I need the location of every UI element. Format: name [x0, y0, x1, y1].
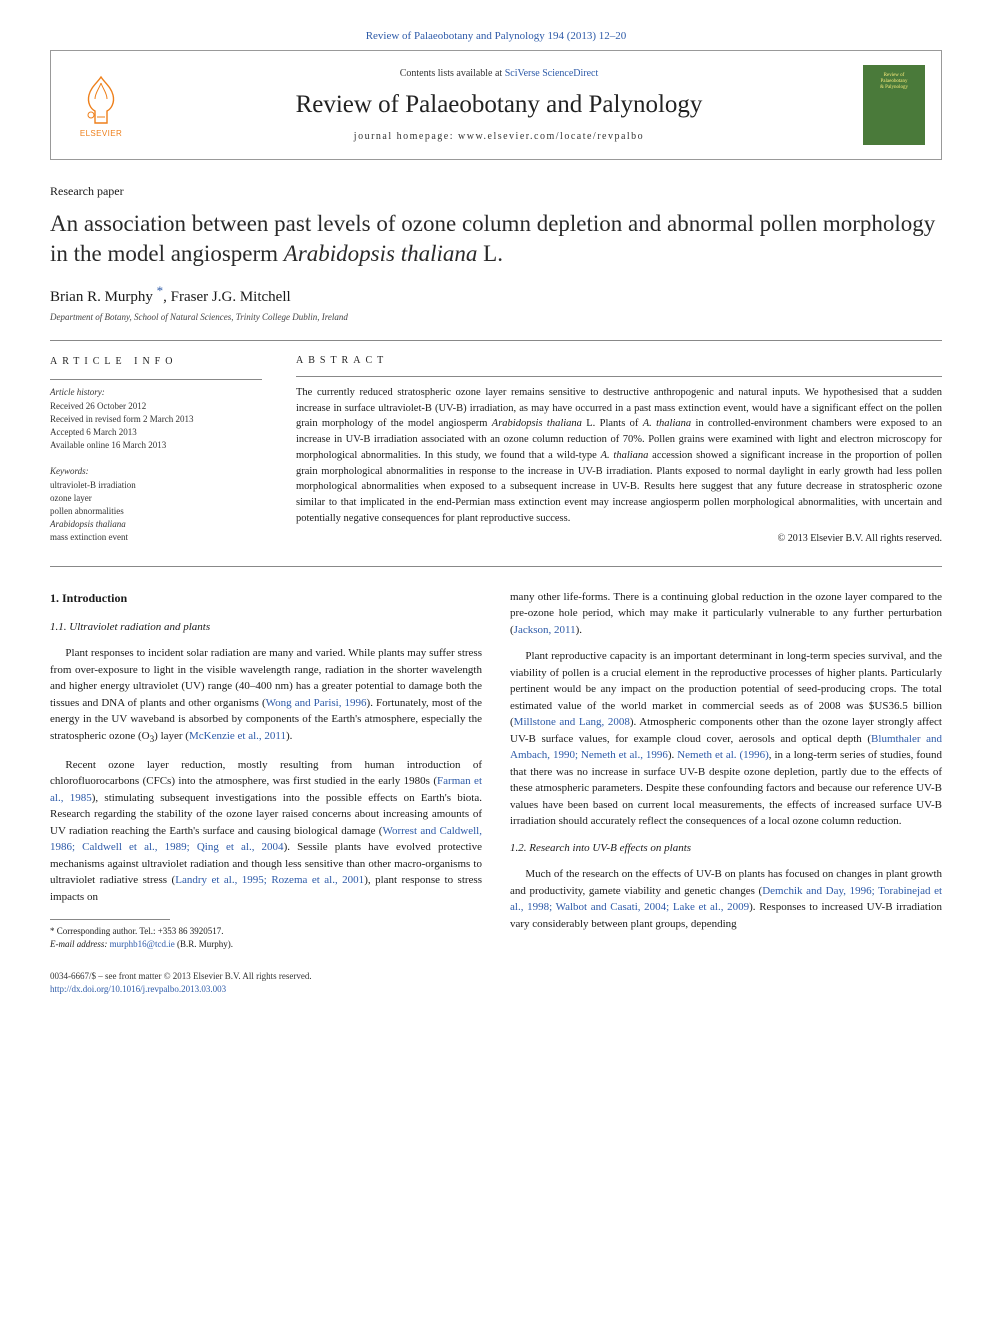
- email-line: E-mail address: murphb16@tcd.ie (B.R. Mu…: [50, 938, 482, 951]
- cover-label-l2: Palaeobotany: [881, 79, 908, 84]
- contents-prefix: Contents lists available at: [400, 68, 505, 79]
- rule-mid: [50, 566, 942, 567]
- meta-row: ARTICLE INFO Article history: Received 2…: [50, 355, 942, 544]
- journal-banner: ELSEVIER Contents lists available at Sci…: [50, 50, 942, 160]
- cover-label-l3: & Palynology: [880, 85, 908, 90]
- email-label: E-mail address:: [50, 939, 107, 949]
- abstract-rule: [296, 376, 942, 377]
- rule-top: [50, 340, 942, 341]
- abstract-label: ABSTRACT: [296, 355, 942, 366]
- body-paragraph: Recent ozone layer reduction, mostly res…: [50, 757, 482, 906]
- keyword: ozone layer: [50, 492, 262, 505]
- body-paragraph: Plant responses to incident solar radiat…: [50, 645, 482, 746]
- page-footer: 0034-6667/$ – see front matter © 2013 El…: [50, 970, 942, 995]
- journal-homepage: journal homepage: www.elsevier.com/locat…: [147, 131, 851, 142]
- footnote-rule: [50, 919, 170, 920]
- section-1-2-heading: 1.2. Research into UV-B effects on plant…: [510, 840, 942, 857]
- article-info-label: ARTICLE INFO: [50, 355, 262, 370]
- section-1-1-heading: 1.1. Ultraviolet radiation and plants: [50, 619, 482, 636]
- elsevier-tree-icon: [77, 73, 125, 127]
- keyword: pollen abnormalities: [50, 505, 262, 518]
- authors: Brian R. Murphy *, Fraser J.G. Mitchell: [50, 283, 942, 306]
- body-columns: 1. Introduction 1.1. Ultraviolet radiati…: [50, 589, 942, 951]
- email-link[interactable]: murphb16@tcd.ie: [110, 939, 175, 949]
- doi-link[interactable]: http://dx.doi.org/10.1016/j.revpalbo.201…: [50, 983, 942, 996]
- keyword: Arabidopsis thaliana: [50, 518, 262, 531]
- keyword: mass extinction event: [50, 531, 262, 544]
- elsevier-logo: ELSEVIER: [67, 66, 135, 144]
- body-paragraph: Plant reproductive capacity is an import…: [510, 648, 942, 830]
- journal-citation: Review of Palaeobotany and Palynology 19…: [50, 30, 942, 42]
- history-line: Accepted 6 March 2013: [50, 426, 262, 439]
- footnotes: * Corresponding author. Tel.: +353 86 39…: [50, 925, 482, 950]
- corresponding-author: * Corresponding author. Tel.: +353 86 39…: [50, 925, 482, 938]
- elsevier-label: ELSEVIER: [80, 129, 122, 138]
- abstract-copyright: © 2013 Elsevier B.V. All rights reserved…: [296, 533, 942, 544]
- history-line: Received 26 October 2012: [50, 400, 262, 413]
- keyword: ultraviolet-B irradiation: [50, 479, 262, 492]
- affiliation: Department of Botany, School of Natural …: [50, 312, 942, 322]
- article-info: ARTICLE INFO Article history: Received 2…: [50, 355, 262, 544]
- email-attrib: (B.R. Murphy).: [177, 939, 233, 949]
- history-line: Available online 16 March 2013: [50, 439, 262, 452]
- paper-type: Research paper: [50, 184, 942, 199]
- body-paragraph: many other life-forms. There is a contin…: [510, 589, 942, 639]
- journal-cover-thumb: Review of Palaeobotany & Palynology: [863, 65, 925, 145]
- keywords-label: Keywords:: [50, 465, 262, 478]
- article-title: An association between past levels of oz…: [50, 209, 942, 269]
- journal-title: Review of Palaeobotany and Palynology: [147, 91, 851, 119]
- abstract-text: The currently reduced stratospheric ozon…: [296, 385, 942, 527]
- section-1-heading: 1. Introduction: [50, 589, 482, 607]
- sciencedirect-link[interactable]: SciVerse ScienceDirect: [505, 68, 599, 79]
- contents-line: Contents lists available at SciVerse Sci…: [147, 68, 851, 79]
- history-line: Received in revised form 2 March 2013: [50, 413, 262, 426]
- cover-label: Review of Palaeobotany & Palynology: [880, 73, 908, 91]
- banner-center: Contents lists available at SciVerse Sci…: [135, 68, 863, 142]
- info-rule: [50, 379, 262, 380]
- body-paragraph: Much of the research on the effects of U…: [510, 866, 942, 932]
- abstract-block: ABSTRACT The currently reduced stratosph…: [296, 355, 942, 544]
- cover-label-l1: Review of: [884, 73, 905, 78]
- history-label: Article history:: [50, 386, 262, 399]
- front-matter-line: 0034-6667/$ – see front matter © 2013 El…: [50, 970, 942, 983]
